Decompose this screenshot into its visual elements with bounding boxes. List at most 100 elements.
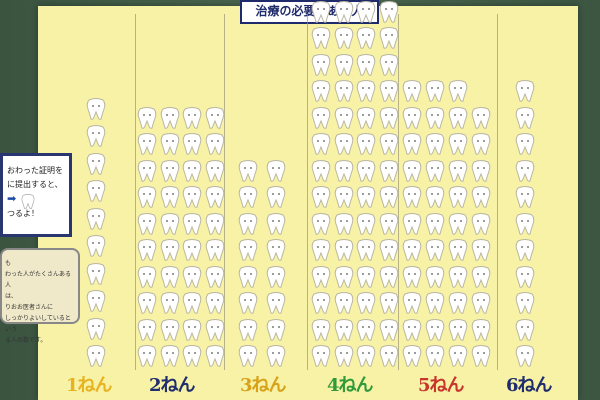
tooth-icon (137, 133, 157, 155)
tooth-icon (160, 133, 179, 155)
tooth-icon (379, 239, 398, 261)
tooth-icon (137, 186, 157, 208)
tooth-icon (86, 180, 106, 202)
tooth-icon (425, 265, 445, 288)
tooth-icon (471, 133, 491, 155)
tooth-icon (182, 292, 202, 314)
tooth-icon (379, 265, 398, 288)
tooth-icon (334, 212, 353, 235)
tooth-icon (137, 345, 157, 367)
tooth-icon (182, 265, 202, 288)
explanation-line: りおお医者さんに (5, 304, 54, 311)
tooth-icon (182, 159, 202, 182)
tooth-icon (402, 318, 422, 341)
tooth-icon (160, 106, 179, 129)
tooth-icon (448, 318, 468, 341)
tooth-icon (356, 186, 376, 208)
tooth-icon (471, 265, 491, 288)
column-divider (398, 14, 399, 370)
tooth-icon (160, 212, 179, 235)
tooth-icon (205, 292, 224, 314)
tooth-icon (182, 239, 202, 261)
tooth-icon (379, 106, 398, 129)
tooth-icon (356, 53, 376, 76)
tooth-icon (311, 265, 331, 288)
tooth-icon (356, 133, 376, 155)
grade-label-6: 6ねん (506, 375, 553, 396)
grade-label-4: 4ねん (327, 375, 374, 396)
tooth-icon (379, 318, 398, 341)
tooth-icon (515, 239, 535, 261)
column-divider (497, 14, 498, 370)
tooth-icon (182, 133, 202, 155)
tooth-icon (402, 80, 422, 102)
tooth-icon (311, 292, 331, 314)
tooth-icon (379, 186, 398, 208)
tooth-icon (471, 239, 491, 261)
tooth-icon (402, 133, 422, 155)
tooth-icon (86, 290, 106, 312)
tooth-icon (86, 152, 106, 175)
tooth-icon (311, 159, 331, 182)
tooth-icon (182, 106, 202, 129)
grade-label-2: 2ねん (149, 375, 196, 396)
tooth-icon (137, 239, 157, 261)
tooth-icon (379, 292, 398, 314)
column-divider (307, 14, 308, 370)
grade-label-5: 5ねん (418, 375, 465, 396)
grade-label-3: 3ねん (240, 375, 287, 396)
tooth-icon (471, 186, 491, 208)
tooth-icon (205, 106, 224, 129)
tooth-icon (334, 186, 353, 208)
tooth-icon (425, 212, 445, 235)
tooth-icon (266, 239, 286, 261)
tooth-icon (402, 159, 422, 182)
explanation-line: しっかりよいしているという (5, 315, 71, 333)
tooth-icon (334, 53, 353, 76)
tooth-icon (334, 239, 353, 261)
tooth-icon (160, 159, 179, 182)
notice-line: おわった証明を (7, 166, 63, 175)
tooth-icon (379, 53, 398, 76)
tooth-icon (182, 212, 202, 235)
tooth-icon (356, 106, 376, 129)
tooth-icon (471, 106, 491, 129)
column-divider (224, 14, 225, 370)
explanation-line: も (5, 260, 12, 267)
tooth-icon (425, 106, 445, 129)
tooth-icon (311, 186, 331, 208)
tooth-icon (238, 239, 258, 261)
tooth-icon (402, 265, 422, 288)
tooth-icon (379, 80, 398, 102)
tooth-icon (86, 317, 106, 340)
tooth-icon (334, 0, 353, 23)
tooth-icon (515, 345, 535, 367)
tooth-icon (471, 292, 491, 314)
tooth-icon (425, 345, 445, 367)
tooth-icon (334, 106, 353, 129)
tooth-icon (160, 345, 179, 367)
arrow-right-icon: ➡ (7, 192, 17, 205)
tooth-icon (356, 80, 376, 102)
tooth-icon (334, 159, 353, 182)
tooth-icon (425, 159, 445, 182)
tooth-icon (515, 292, 535, 314)
tooth-icon (266, 292, 286, 314)
tooth-icon (515, 265, 535, 288)
tooth-icon (266, 159, 286, 182)
tooth-icon (402, 106, 422, 129)
tooth-icon (311, 106, 331, 129)
tooth-icon (137, 265, 157, 288)
tooth-icon (311, 27, 331, 49)
tooth-icon (402, 212, 422, 235)
tooth-icon (425, 239, 445, 261)
tooth-icon (137, 212, 157, 235)
tooth-icon (160, 186, 179, 208)
tooth-icon (334, 345, 353, 367)
tooth-icon (21, 194, 35, 210)
tooth-icon (471, 345, 491, 367)
tooth-icon (266, 345, 286, 367)
explanation-line: る人の数です。 (5, 337, 47, 344)
tooth-icon (379, 345, 398, 367)
tooth-icon (205, 265, 224, 288)
